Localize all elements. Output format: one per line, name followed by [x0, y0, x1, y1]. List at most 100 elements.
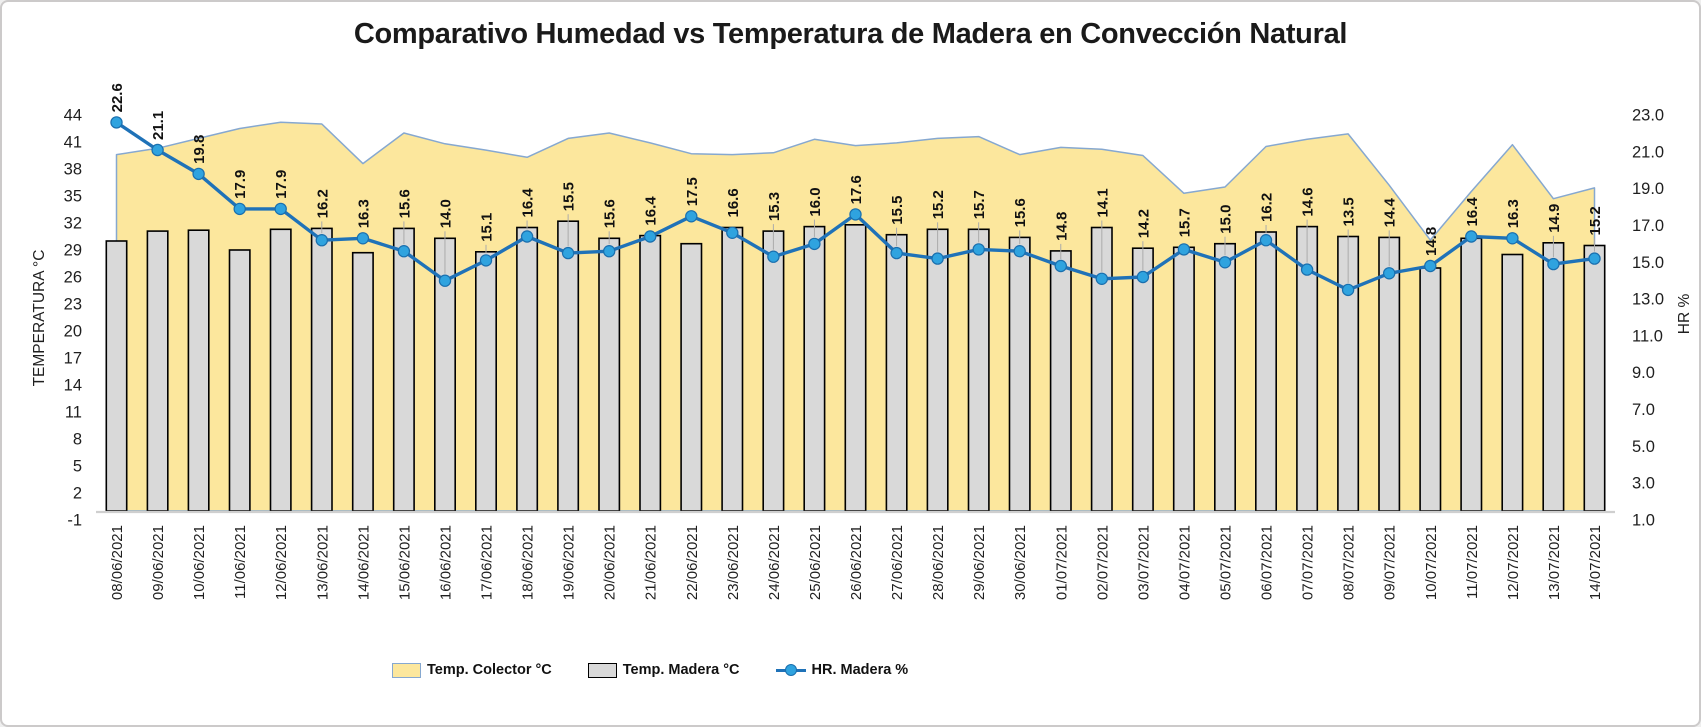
svg-text:21.0: 21.0 — [1632, 143, 1664, 161]
svg-text:16.4: 16.4 — [643, 196, 660, 226]
svg-text:15/06/2021: 15/06/2021 — [396, 525, 413, 600]
legend-item-hr: HR. Madera % — [775, 662, 909, 678]
svg-text:03/07/2021: 03/07/2021 — [1135, 525, 1152, 600]
hr-markers — [110, 116, 1601, 297]
svg-text:12/07/2021: 12/07/2021 — [1505, 525, 1522, 600]
svg-text:3.0: 3.0 — [1632, 475, 1655, 493]
svg-text:5: 5 — [73, 458, 82, 476]
svg-text:16/06/2021: 16/06/2021 — [438, 525, 455, 600]
right-axis-tick-labels: 23.0 21.0 19.0 17.0 15.0 13.0 11.0 9.0 7.0 5.0 3.0… — [1632, 107, 1664, 530]
svg-text:04/07/2021: 04/07/2021 — [1176, 525, 1193, 600]
svg-text:15.2: 15.2 — [1587, 206, 1604, 235]
svg-text:14.9: 14.9 — [1546, 204, 1563, 233]
svg-text:14.1: 14.1 — [1094, 188, 1111, 217]
svg-text:22.6: 22.6 — [109, 83, 126, 112]
svg-text:35: 35 — [64, 188, 82, 206]
svg-text:15.5: 15.5 — [889, 195, 906, 224]
svg-text:11.0: 11.0 — [1632, 327, 1663, 345]
svg-text:16.2: 16.2 — [314, 189, 331, 218]
svg-text:15.0: 15.0 — [1632, 254, 1664, 272]
svg-text:15.1: 15.1 — [479, 213, 496, 242]
svg-text:10/07/2021: 10/07/2021 — [1423, 525, 1440, 600]
right-axis-title: HR % — [1676, 294, 1693, 335]
chart-title: Comparativo Humedad vs Temperatura de Ma… — [353, 18, 1348, 50]
svg-text:24/06/2021: 24/06/2021 — [766, 525, 783, 600]
svg-text:21.1: 21.1 — [150, 111, 167, 140]
svg-text:14/07/2021: 14/07/2021 — [1587, 525, 1604, 600]
svg-text:11: 11 — [65, 404, 82, 422]
svg-text:17.9: 17.9 — [232, 170, 249, 199]
legend-swatch-bar-icon — [587, 662, 617, 678]
svg-text:17.0: 17.0 — [1632, 217, 1664, 235]
legend-item-colector: Temp. Colector °C — [392, 662, 552, 678]
svg-text:15.6: 15.6 — [396, 189, 413, 218]
svg-text:16.2: 16.2 — [1259, 193, 1276, 222]
svg-text:08/07/2021: 08/07/2021 — [1341, 525, 1358, 600]
svg-text:38: 38 — [64, 161, 82, 179]
svg-text:08/06/2021: 08/06/2021 — [109, 525, 126, 600]
svg-text:09/06/2021: 09/06/2021 — [150, 525, 167, 600]
svg-text:19.8: 19.8 — [191, 135, 208, 164]
svg-text:32: 32 — [64, 215, 82, 233]
svg-text:15.6: 15.6 — [1012, 198, 1029, 227]
svg-text:11/07/2021: 11/07/2021 — [1464, 525, 1481, 599]
svg-text:13.0: 13.0 — [1632, 291, 1664, 309]
svg-text:07/07/2021: 07/07/2021 — [1300, 525, 1317, 600]
svg-text:11/06/2021: 11/06/2021 — [232, 525, 249, 599]
svg-text:10/06/2021: 10/06/2021 — [191, 525, 208, 600]
svg-text:1.0: 1.0 — [1632, 512, 1655, 530]
svg-text:15.7: 15.7 — [1176, 208, 1193, 237]
hr-data-labels: 22.6 21.1 19.8 17.9 17.9 16.2 16.3 15.6 14.0 15.1… — [109, 83, 1604, 256]
svg-text:16.3: 16.3 — [355, 199, 372, 228]
svg-text:14.8: 14.8 — [1423, 227, 1440, 256]
label-leader-lines — [321, 214, 1595, 283]
svg-text:06/07/2021: 06/07/2021 — [1259, 525, 1276, 600]
svg-text:9.0: 9.0 — [1632, 364, 1655, 382]
legend-swatch-area-icon — [392, 662, 421, 678]
svg-text:14.8: 14.8 — [1053, 212, 1070, 241]
svg-text:14.0: 14.0 — [438, 199, 455, 228]
x-axis-labels: 08/06/2021 09/06/2021 10/06/2021 11/06/2021… — [109, 525, 1604, 600]
svg-text:21/06/2021: 21/06/2021 — [643, 525, 660, 600]
svg-text:19.0: 19.0 — [1632, 180, 1664, 198]
svg-text:22/06/2021: 22/06/2021 — [684, 525, 701, 600]
madera-bar-series — [105, 220, 1606, 512]
svg-text:15.0: 15.0 — [1218, 204, 1235, 233]
left-axis-title: TEMPERATURA °C — [31, 250, 48, 387]
svg-text:02/07/2021: 02/07/2021 — [1094, 525, 1111, 600]
svg-text:2: 2 — [73, 485, 82, 503]
svg-text:27/06/2021: 27/06/2021 — [889, 525, 906, 600]
svg-text:14.2: 14.2 — [1135, 209, 1152, 238]
svg-text:16.0: 16.0 — [807, 187, 824, 216]
legend-item-madera: Temp. Madera °C — [587, 662, 740, 678]
svg-text:16.6: 16.6 — [725, 188, 742, 217]
svg-text:7.0: 7.0 — [1632, 401, 1655, 419]
legend-swatch-line-marker-icon — [775, 664, 806, 676]
svg-text:23: 23 — [64, 296, 82, 314]
svg-text:15.5: 15.5 — [561, 182, 578, 211]
chart-legend: Temp. Colector °C Temp. Madera °C HR. Ma… — [392, 662, 908, 678]
svg-text:17/06/2021: 17/06/2021 — [479, 525, 496, 600]
svg-text:13/07/2021: 13/07/2021 — [1546, 525, 1563, 600]
svg-text:14.4: 14.4 — [1382, 198, 1399, 228]
svg-text:09/07/2021: 09/07/2021 — [1382, 525, 1399, 600]
svg-text:28/06/2021: 28/06/2021 — [930, 525, 947, 600]
svg-text:30/06/2021: 30/06/2021 — [1012, 525, 1029, 600]
svg-text:44: 44 — [64, 107, 82, 125]
svg-text:16.4: 16.4 — [520, 188, 537, 218]
svg-text:01/07/2021: 01/07/2021 — [1053, 525, 1070, 600]
legend-label-madera: Temp. Madera °C — [622, 662, 740, 678]
svg-text:13.5: 13.5 — [1341, 197, 1358, 226]
svg-text:5.0: 5.0 — [1632, 438, 1655, 456]
svg-text:17.9: 17.9 — [273, 170, 290, 199]
legend-label-hr: HR. Madera % — [811, 662, 909, 678]
svg-text:17.5: 17.5 — [684, 177, 701, 206]
svg-text:20/06/2021: 20/06/2021 — [602, 525, 619, 600]
svg-text:13/06/2021: 13/06/2021 — [314, 525, 331, 600]
svg-text:14/06/2021: 14/06/2021 — [355, 525, 372, 600]
svg-text:23/06/2021: 23/06/2021 — [725, 525, 742, 600]
legend-label-colector: Temp. Colector °C — [427, 662, 552, 678]
svg-text:TEMPERATURA °C: TEMPERATURA °C — [31, 250, 48, 387]
svg-text:05/07/2021: 05/07/2021 — [1218, 525, 1235, 600]
